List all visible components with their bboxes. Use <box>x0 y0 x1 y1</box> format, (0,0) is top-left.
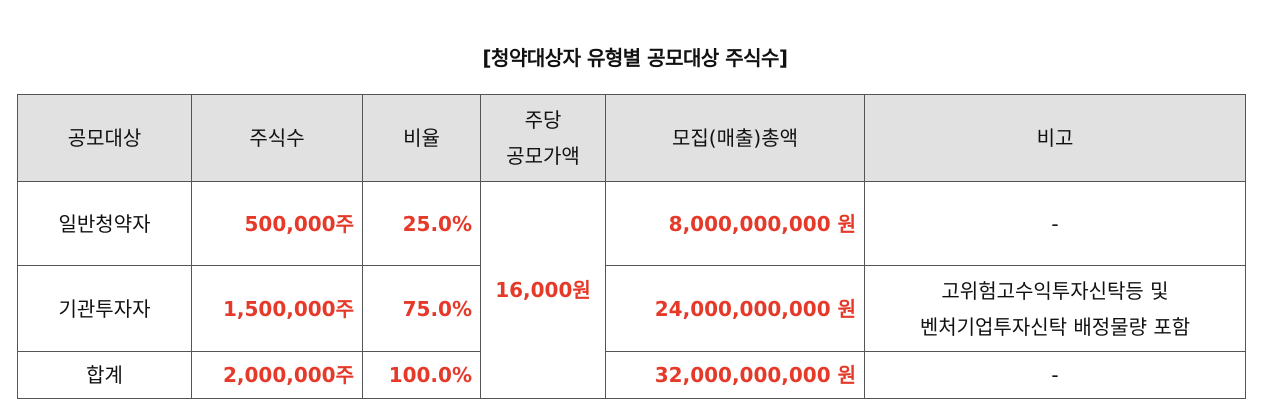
row-note: 고위험고수익투자신탁등 및 벤처기업투자신탁 배정물량 포함 <box>864 265 1246 352</box>
table-title: [청약대상자 유형별 공모대상 주식수] <box>482 46 788 70</box>
row-target: 기관투자자 <box>17 265 192 352</box>
row-total: 32,000,000,000 원 <box>605 351 865 399</box>
header-shares: 주식수 <box>191 94 363 182</box>
table-row: 기관투자자 1,500,000주 75.0% 24,000,000,000 원 … <box>17 265 1246 352</box>
row-target: 일반청약자 <box>17 181 192 266</box>
row-ratio: 25.0% <box>362 181 481 266</box>
row-total: 24,000,000,000 원 <box>605 265 865 352</box>
price-per-share: 16,000원 <box>480 181 606 399</box>
row-note-line1: - <box>1051 211 1059 236</box>
row-target: 합계 <box>17 351 192 399</box>
table-row: 일반청약자 500,000주 25.0% 16,000원 8,000,000,0… <box>17 181 1246 399</box>
header-price-line1: 주당 <box>524 108 562 132</box>
row-note: - <box>864 181 1246 266</box>
row-ratio: 100.0% <box>362 351 481 399</box>
row-note-line2: 벤처기업투자신탁 배정물량 포함 <box>919 314 1191 339</box>
header-note: 비고 <box>864 94 1246 182</box>
row-ratio: 75.0% <box>362 265 481 352</box>
row-note-line1: 고위험고수익투자신탁등 및 <box>941 278 1169 303</box>
row-note: - <box>864 351 1246 399</box>
header-price-line2: 공모가액 <box>506 144 580 168</box>
row-shares: 500,000주 <box>191 181 363 266</box>
offering-table: 공모대상 주식수 비율 주당 공모가액 모집(매출)총액 비고 일반청약자 50… <box>17 94 1246 399</box>
row-shares: 2,000,000주 <box>191 351 363 399</box>
row-note-line1: - <box>1051 363 1059 387</box>
header-ratio: 비율 <box>362 94 481 182</box>
table-row: 합계 2,000,000주 100.0% 32,000,000,000 원 - <box>17 351 1246 399</box>
header-price: 주당 공모가액 <box>480 94 606 182</box>
header-row: 공모대상 주식수 비율 주당 공모가액 모집(매출)총액 비고 <box>17 94 1246 182</box>
header-total: 모집(매출)총액 <box>605 94 865 182</box>
row-total: 8,000,000,000 원 <box>605 181 865 266</box>
row-shares: 1,500,000주 <box>191 265 363 352</box>
header-target: 공모대상 <box>17 94 192 182</box>
